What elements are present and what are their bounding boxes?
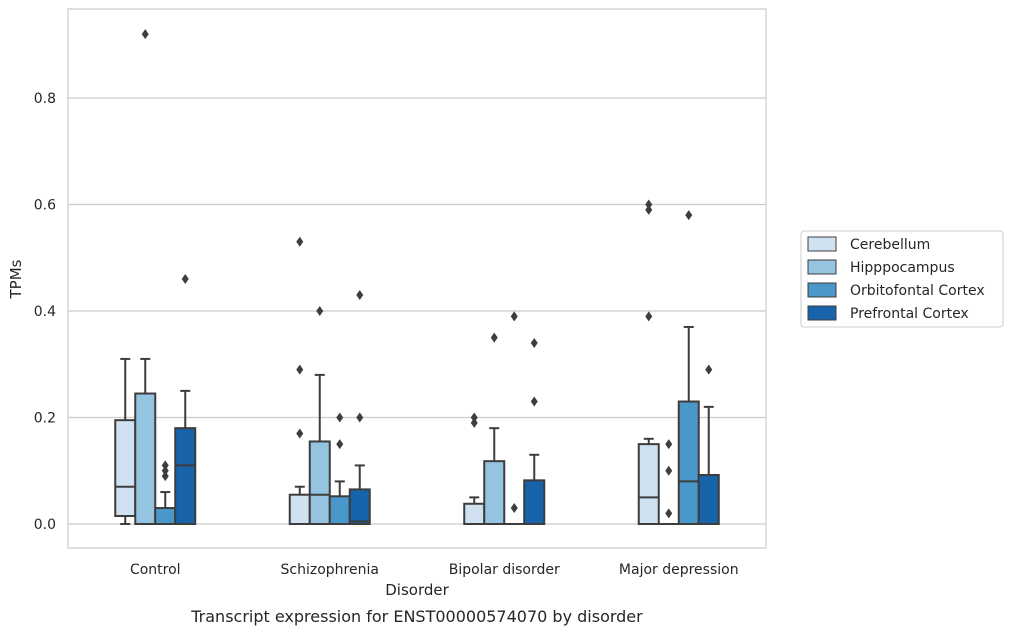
box-hipppocampus	[308, 306, 331, 525]
outlier-point	[665, 465, 673, 476]
legend-label: Cerebellum	[850, 237, 930, 253]
outlier-point	[336, 439, 344, 450]
outlier-point	[296, 364, 304, 375]
x-tick-label: Major depression	[619, 562, 739, 578]
outlier-point	[510, 311, 518, 322]
box-groups	[114, 29, 720, 526]
outlier-point	[490, 332, 498, 343]
x-tick-labels: Control Schizophrenia Bipolar disorder Majo…	[130, 562, 739, 578]
box-iqr	[463, 502, 486, 526]
outlier-point	[530, 337, 538, 348]
x-axis-label: Disorder	[385, 581, 449, 599]
box-orbitofontal-cortex	[328, 412, 351, 525]
legend-swatch	[807, 236, 837, 252]
box-orbitofontal-cortex	[154, 460, 177, 525]
box-iqr	[637, 443, 660, 525]
box-prefrontal-cortex	[697, 364, 720, 526]
box-iqr	[114, 419, 137, 518]
box-cerebellum	[637, 199, 660, 525]
outlier-point	[470, 412, 478, 423]
outlier-point	[705, 364, 713, 375]
box-prefrontal-cortex	[523, 337, 546, 525]
box-iqr	[308, 440, 331, 525]
outlier-point	[336, 412, 344, 423]
x-tick-label: Schizophrenia	[281, 562, 379, 578]
outlier-point	[645, 311, 653, 322]
legend-label: Orbitofontal Cortex	[850, 283, 985, 299]
box-iqr	[134, 392, 157, 525]
box-hipppocampus	[657, 439, 680, 526]
legend-swatch	[807, 259, 837, 275]
x-tick-label: Bipolar disorder	[449, 562, 560, 578]
outlier-point	[645, 204, 653, 215]
y-tick-label: 0.8	[34, 91, 56, 107]
box-orbitofontal-cortex	[677, 210, 700, 525]
legend-label: Hipppocampus	[850, 260, 955, 276]
outlier-point	[665, 439, 673, 450]
outlier-point	[161, 460, 169, 471]
box-iqr	[483, 460, 506, 526]
y-tick-label: 0.4	[34, 304, 56, 320]
plot-background	[68, 9, 766, 548]
y-tick-label: 0.0	[34, 517, 56, 533]
box-prefrontal-cortex	[348, 290, 371, 526]
outlier-point	[181, 274, 189, 285]
outlier-point	[530, 396, 538, 407]
plot-frame	[67, 8, 767, 549]
outlier-point	[510, 503, 518, 514]
y-tick-label: 0.6	[34, 198, 56, 214]
legend-label: Prefrontal Cortex	[850, 306, 969, 322]
outlier-point	[645, 199, 653, 210]
outlier-point	[161, 471, 169, 482]
box-iqr	[348, 488, 371, 526]
box-cerebellum	[288, 236, 311, 525]
outlier-point	[296, 428, 304, 439]
box-iqr	[328, 495, 351, 525]
outlier-point	[316, 306, 324, 316]
box-iqr	[697, 474, 720, 526]
box-prefrontal-cortex	[174, 274, 197, 525]
y-tick-labels: 0.0 0.2 0.4 0.6 0.8	[34, 91, 56, 533]
box-iqr	[154, 507, 177, 525]
legend-frame	[800, 230, 1004, 328]
box-iqr	[677, 400, 700, 525]
box-iqr	[174, 427, 197, 525]
outlier-point	[685, 210, 693, 221]
chart-caption: Transcript expression for ENST0000057407…	[190, 607, 643, 626]
outlier-point	[356, 290, 364, 301]
legend: Cerebellum Hipppocampus Orbitofontal Corte…	[800, 230, 1004, 328]
outlier-point	[470, 417, 478, 428]
legend-swatch	[807, 305, 837, 321]
x-tick-label: Control	[130, 562, 181, 578]
box-hipppocampus	[134, 29, 157, 525]
box-cerebellum	[463, 412, 486, 526]
box-iqr	[523, 479, 546, 525]
outlier-point	[141, 29, 149, 40]
y-axis-label: TPMs	[7, 259, 25, 299]
box-hipppocampus	[483, 332, 506, 526]
outlier-point	[161, 465, 169, 476]
legend-swatch	[807, 282, 837, 298]
outlier-point	[665, 508, 673, 519]
outlier-point	[296, 236, 304, 247]
outlier-point	[356, 412, 364, 423]
y-tick-label: 0.2	[34, 411, 56, 427]
box-iqr	[288, 493, 311, 525]
